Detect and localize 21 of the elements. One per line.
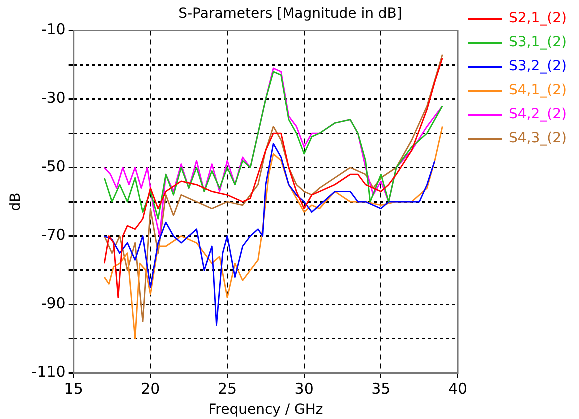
- x-tick-label: 35: [372, 380, 391, 398]
- y-tick-label: -30: [41, 89, 66, 108]
- x-tick-label: 30: [294, 380, 314, 398]
- x-tick-label: 40: [448, 380, 468, 398]
- x-axis-title: Frequency / GHz: [208, 402, 324, 418]
- y-tick-label: -50: [41, 158, 66, 176]
- chart-title: S-Parameters [Magnitude in dB]: [178, 6, 402, 22]
- x-tick-label: 15: [64, 380, 84, 398]
- legend-label: S2,1_(2): [509, 10, 567, 27]
- x-tick-label: 20: [141, 380, 160, 398]
- legend-label: S4,1_(2): [509, 82, 567, 99]
- y-axis-title: dB: [8, 192, 24, 212]
- y-tick-label: -70: [41, 226, 66, 244]
- legend-label: S3,1_(2): [509, 34, 567, 51]
- y-tick-label: -110: [32, 363, 66, 382]
- y-tick-label: -90: [41, 294, 66, 313]
- legend-label: S3,2_(2): [509, 58, 567, 75]
- legend-label: S4,2_(2): [509, 106, 567, 123]
- legend-label: S4,3_(2): [509, 130, 567, 147]
- x-tick-label: 25: [218, 380, 238, 398]
- y-tick-label: -10: [41, 20, 66, 39]
